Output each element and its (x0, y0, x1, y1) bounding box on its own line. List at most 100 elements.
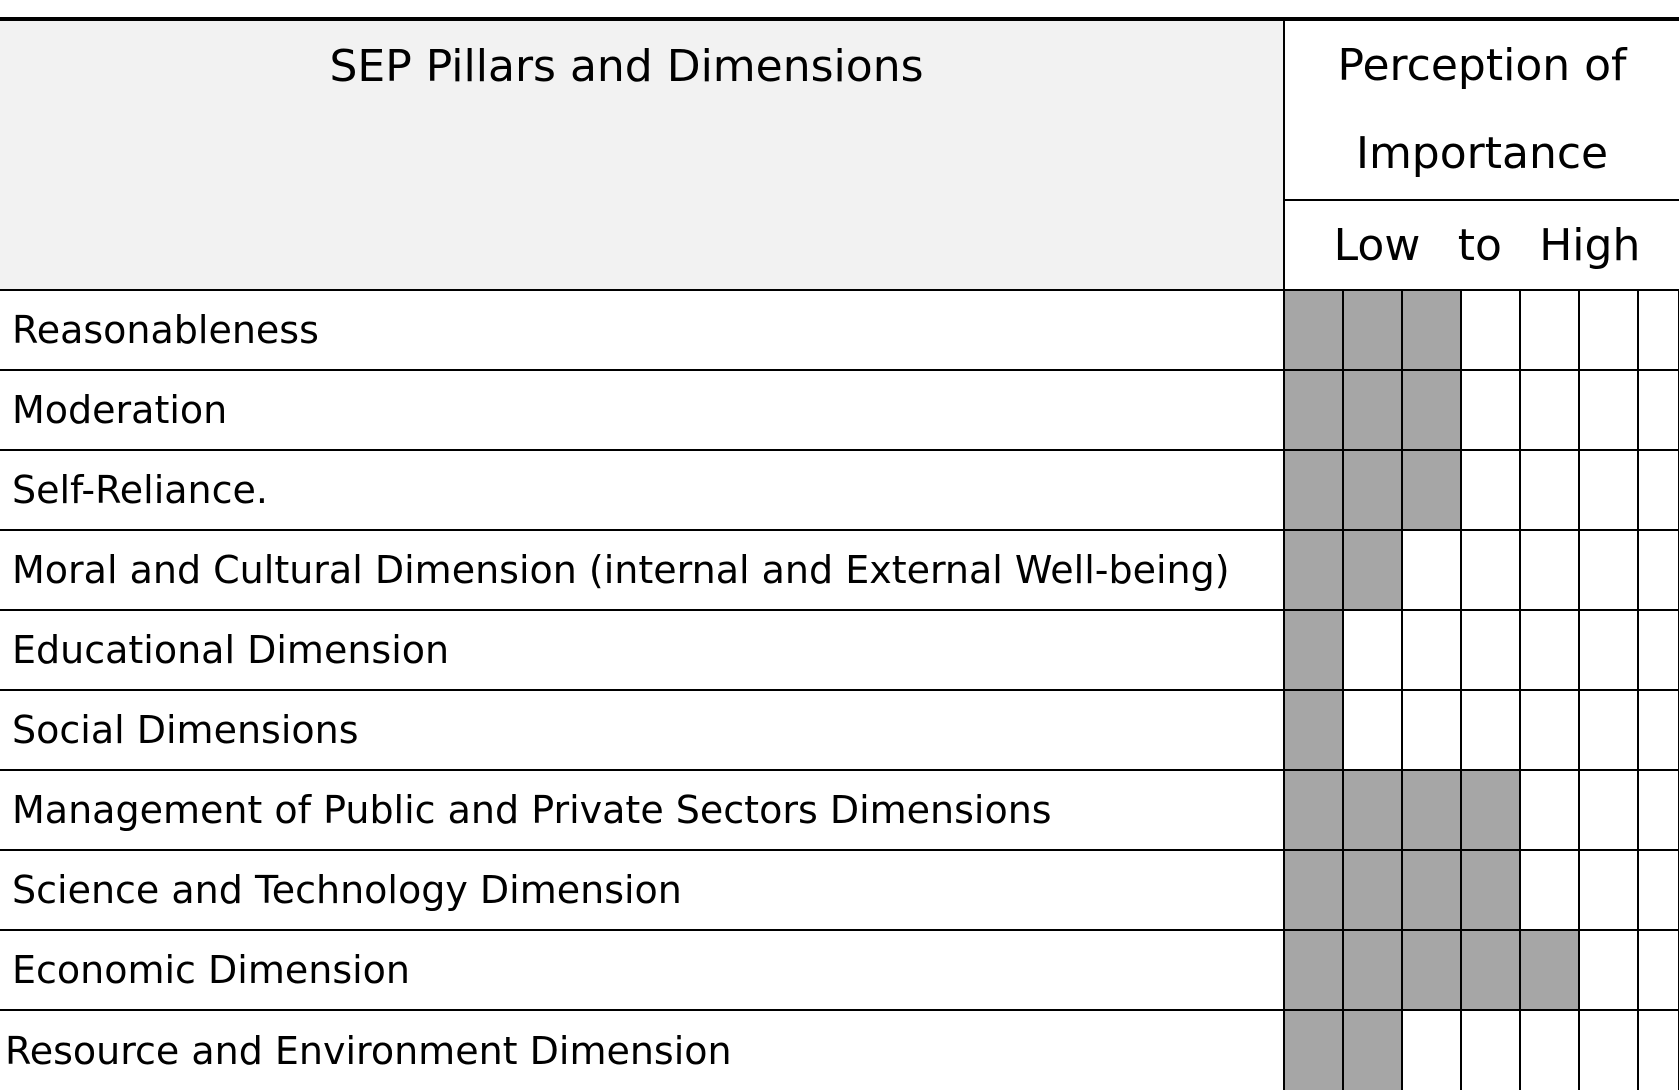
importance-cell-empty (1578, 1009, 1639, 1090)
importance-cell-filled (1401, 369, 1462, 451)
importance-cell-empty (1460, 449, 1521, 531)
importance-cell-filled (1401, 769, 1462, 851)
table-row: Social Dimensions (0, 689, 1679, 771)
importance-cell-filled (1283, 929, 1344, 1011)
importance-cell-filled (1401, 849, 1462, 931)
table-row: Management of Public and Private Sectors… (0, 769, 1679, 851)
header-row: SEP Pillars and Dimensions Perception of… (0, 19, 1679, 291)
row-label: Management of Public and Private Sectors… (0, 769, 1285, 851)
row-label: Social Dimensions (0, 689, 1285, 771)
table-row: Moral and Cultural Dimension (internal a… (0, 529, 1679, 611)
importance-cell-empty (1636, 529, 1679, 611)
importance-cell-filled (1283, 289, 1344, 371)
importance-cell-empty (1578, 849, 1639, 931)
importance-cell-filled (1283, 369, 1344, 451)
importance-cell-filled (1342, 529, 1403, 611)
importance-cell-filled (1283, 449, 1344, 531)
table-row: Educational Dimension (0, 609, 1679, 691)
importance-cell-empty (1460, 369, 1521, 451)
pillars-header-text: SEP Pillars and Dimensions (329, 41, 924, 92)
importance-cell-empty (1460, 609, 1521, 691)
importance-cell-filled (1342, 1009, 1403, 1090)
importance-cell-empty (1578, 609, 1639, 691)
importance-cell-empty (1519, 689, 1580, 771)
perception-header: Perception of Importance (1282, 19, 1679, 201)
pillars-header: SEP Pillars and Dimensions (0, 19, 1285, 291)
row-label: Moderation (0, 369, 1285, 451)
scale-high-label: High (1539, 219, 1641, 271)
table-row: Economic Dimension (0, 929, 1679, 1011)
importance-cell-empty (1401, 689, 1462, 771)
importance-cell-empty (1460, 1009, 1521, 1090)
table-row: Moderation (0, 369, 1679, 451)
importance-cell-empty (1636, 769, 1679, 851)
importance-cell-filled (1283, 689, 1344, 771)
importance-cell-empty (1519, 849, 1580, 931)
importance-cell-empty (1636, 609, 1679, 691)
row-label: Reasonableness (0, 289, 1285, 371)
importance-cell-empty (1578, 769, 1639, 851)
importance-cell-filled (1460, 929, 1521, 1011)
sep-importance-table: SEP Pillars and Dimensions Perception of… (0, 19, 1679, 1090)
top-rule (0, 17, 1679, 19)
importance-cell-empty (1519, 529, 1580, 611)
importance-cell-empty (1636, 689, 1679, 771)
importance-cell-empty (1460, 689, 1521, 771)
importance-cell-filled (1283, 609, 1344, 691)
row-label: Educational Dimension (0, 609, 1285, 691)
importance-cell-empty (1636, 449, 1679, 531)
importance-cell-empty (1519, 1009, 1580, 1090)
row-label: Science and Technology Dimension (0, 849, 1285, 931)
importance-cell-empty (1519, 769, 1580, 851)
importance-cell-empty (1401, 609, 1462, 691)
row-label: Resource and Environment Dimension (0, 1009, 1285, 1090)
scale-row: Low to High (0, 199, 1679, 291)
importance-cell-filled (1283, 849, 1344, 931)
table-row: Resource and Environment Dimension (0, 1009, 1679, 1090)
table-body: Reasonableness Moderation Self-Reliance. Mo… (0, 289, 1679, 1090)
importance-cell-filled (1283, 529, 1344, 611)
importance-cell-empty (1578, 929, 1639, 1011)
table-row: Science and Technology Dimension (0, 849, 1679, 931)
importance-cell-empty (1636, 1009, 1679, 1090)
row-label: Economic Dimension (0, 929, 1285, 1011)
perception-line-2: Importance (1355, 128, 1609, 179)
importance-cell-empty (1460, 289, 1521, 371)
scale-to-label: to (1457, 219, 1502, 271)
importance-cell-empty (1578, 449, 1639, 531)
table-row: Reasonableness (0, 289, 1679, 371)
importance-cell-empty (1460, 529, 1521, 611)
importance-cell-empty (1578, 369, 1639, 451)
importance-cell-filled (1401, 929, 1462, 1011)
importance-cell-filled (1401, 449, 1462, 531)
importance-cell-empty (1578, 289, 1639, 371)
importance-cell-empty (1636, 929, 1679, 1011)
importance-cell-empty (1401, 529, 1462, 611)
perception-line-1: Perception of (1337, 40, 1627, 91)
importance-cell-filled (1342, 849, 1403, 931)
importance-cell-empty (1636, 369, 1679, 451)
importance-cell-filled (1342, 769, 1403, 851)
importance-cell-filled (1342, 929, 1403, 1011)
importance-cell-empty (1519, 609, 1580, 691)
row-label: Self-Reliance. (0, 449, 1285, 531)
importance-cell-filled (1401, 289, 1462, 371)
importance-cell-filled (1460, 769, 1521, 851)
importance-cell-filled (1342, 289, 1403, 371)
importance-cell-empty (1342, 689, 1403, 771)
importance-cell-filled (1283, 1009, 1344, 1090)
importance-cell-empty (1519, 289, 1580, 371)
table-row: Self-Reliance. (0, 449, 1679, 531)
importance-cell-filled (1342, 449, 1403, 531)
scale-low-label: Low (1333, 219, 1421, 271)
importance-cell-empty (1401, 1009, 1462, 1090)
importance-cell-empty (1636, 849, 1679, 931)
importance-cell-empty (1578, 689, 1639, 771)
importance-cell-empty (1519, 449, 1580, 531)
importance-cell-filled (1460, 849, 1521, 931)
importance-cell-filled (1342, 369, 1403, 451)
importance-cell-empty (1342, 609, 1403, 691)
scale-header: Low to High (1282, 199, 1679, 291)
importance-cell-filled (1519, 929, 1580, 1011)
